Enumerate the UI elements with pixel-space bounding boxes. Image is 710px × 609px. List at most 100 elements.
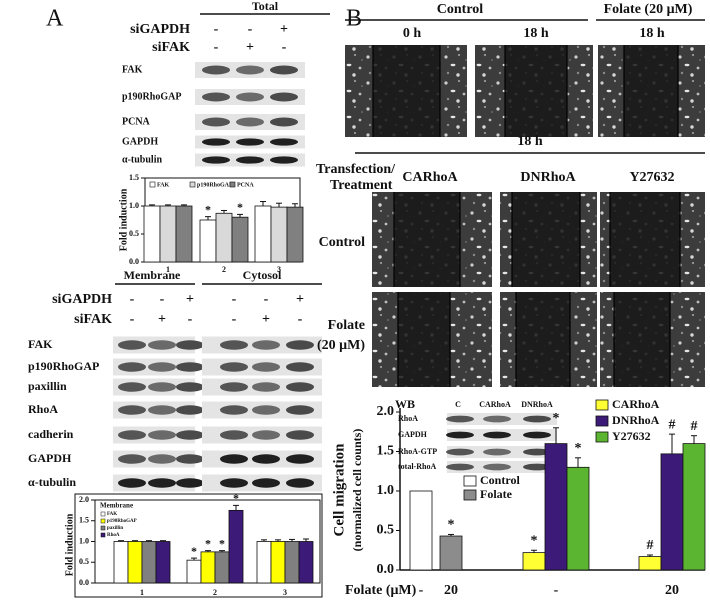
blot-band (220, 478, 248, 488)
y-tick-label: 0.0 (79, 578, 89, 587)
legend-label: DNRhoA (612, 413, 660, 427)
blot-band (446, 463, 474, 471)
legend-label: FAK (107, 512, 117, 517)
condition-mark: - (160, 292, 165, 307)
bar (231, 216, 249, 263)
bar (215, 212, 233, 263)
condition-mark: - (298, 312, 303, 327)
bar (638, 556, 662, 571)
x-tick-label: 2 (213, 588, 217, 597)
legend-label: Folate (480, 487, 513, 501)
y-tick-label: 0.0 (129, 257, 139, 266)
row-label: total-RhoA (398, 462, 436, 471)
row-label: Control (319, 235, 366, 250)
condition-mark: + (262, 312, 270, 327)
blot-band (270, 92, 298, 102)
x-axis-title: Folate (μM) (345, 583, 417, 598)
column-label: DNRhoA (520, 170, 576, 185)
legend-label: Y27632 (612, 429, 651, 443)
row-header: Transfection/ (316, 162, 396, 177)
blot-band (148, 430, 176, 440)
header: Folate (20 μM) (604, 2, 693, 17)
bar (682, 443, 706, 571)
row-label: (20 μM) (317, 338, 365, 353)
blot-band (176, 405, 204, 415)
blot-band (483, 448, 511, 456)
wound-gap (610, 192, 680, 287)
row-label: FAK (122, 64, 143, 75)
x-tick-label: - (554, 583, 559, 598)
blot-band (446, 431, 474, 439)
bar (200, 551, 216, 584)
condition-mark: + (186, 292, 194, 307)
legend-swatch (595, 399, 609, 411)
header: Total (252, 0, 279, 13)
blot-band (148, 340, 176, 350)
legend-label: p190RhoGAP (107, 519, 137, 524)
blot-band (523, 448, 551, 456)
blot-band (252, 478, 280, 488)
row-label: p190RhoGAP (122, 91, 181, 102)
row-label: FAK (28, 337, 53, 351)
chart-frame (74, 493, 323, 598)
bar (522, 552, 546, 571)
wound-gap (398, 292, 450, 387)
y-axis-title: Fold induction (64, 513, 75, 576)
row-label: cadherin (28, 427, 74, 441)
bar (254, 205, 272, 263)
blot-band (252, 454, 280, 464)
bar (286, 206, 304, 263)
bar (566, 466, 590, 571)
significance-mark: * (219, 536, 225, 550)
x-tick-label: - (419, 583, 424, 598)
y-axis-title: Fold induction (118, 188, 129, 251)
significance-mark: * (205, 202, 211, 216)
bar (256, 541, 272, 584)
row-label: RhoA-GTP (398, 447, 437, 456)
blot-band (202, 92, 230, 102)
blot-band (148, 362, 176, 372)
x-tick-label: 3 (277, 265, 281, 274)
column-label: CARhoA (402, 170, 458, 185)
row-label: RhoA (28, 402, 58, 416)
row-label: PCNA (122, 116, 151, 127)
condition-mark: - (264, 292, 269, 307)
significance-mark: * (191, 544, 197, 558)
blot-band (523, 415, 551, 423)
legend-swatch (463, 475, 477, 487)
blot-band (220, 362, 248, 372)
blot-band (176, 454, 204, 464)
significance-mark: # (669, 417, 676, 432)
blot-band (523, 431, 551, 439)
bar (127, 541, 143, 584)
blot-band (286, 405, 314, 415)
blot-band (446, 415, 474, 423)
bar (298, 541, 314, 584)
blot-band (236, 92, 264, 102)
blot-band (118, 454, 146, 464)
y-tick-label: 0.5 (377, 523, 395, 538)
row-label: α-tubulin (122, 154, 162, 165)
legend-title: Membrane (100, 502, 133, 510)
bar (143, 205, 161, 263)
bar (439, 535, 463, 571)
y-tick-label: 2.0 (79, 495, 89, 504)
row-label: GAPDH (398, 430, 428, 439)
wound-gap (505, 45, 567, 137)
fraction-label: Membrane (124, 268, 181, 282)
condition-label: siGAPDH (130, 22, 190, 37)
blot-band (202, 138, 230, 146)
legend-label: p190RhoGAP (197, 182, 233, 188)
y-tick-label: 1.0 (377, 483, 395, 498)
blot-band (118, 340, 146, 350)
condition-mark: - (248, 22, 253, 37)
lane-label: C (455, 400, 461, 409)
significance-mark: * (448, 518, 455, 533)
bar (113, 541, 129, 584)
condition-label: siFAK (74, 312, 112, 327)
condition-mark: - (130, 292, 135, 307)
blot-band (118, 430, 146, 440)
significance-mark: * (575, 441, 582, 456)
